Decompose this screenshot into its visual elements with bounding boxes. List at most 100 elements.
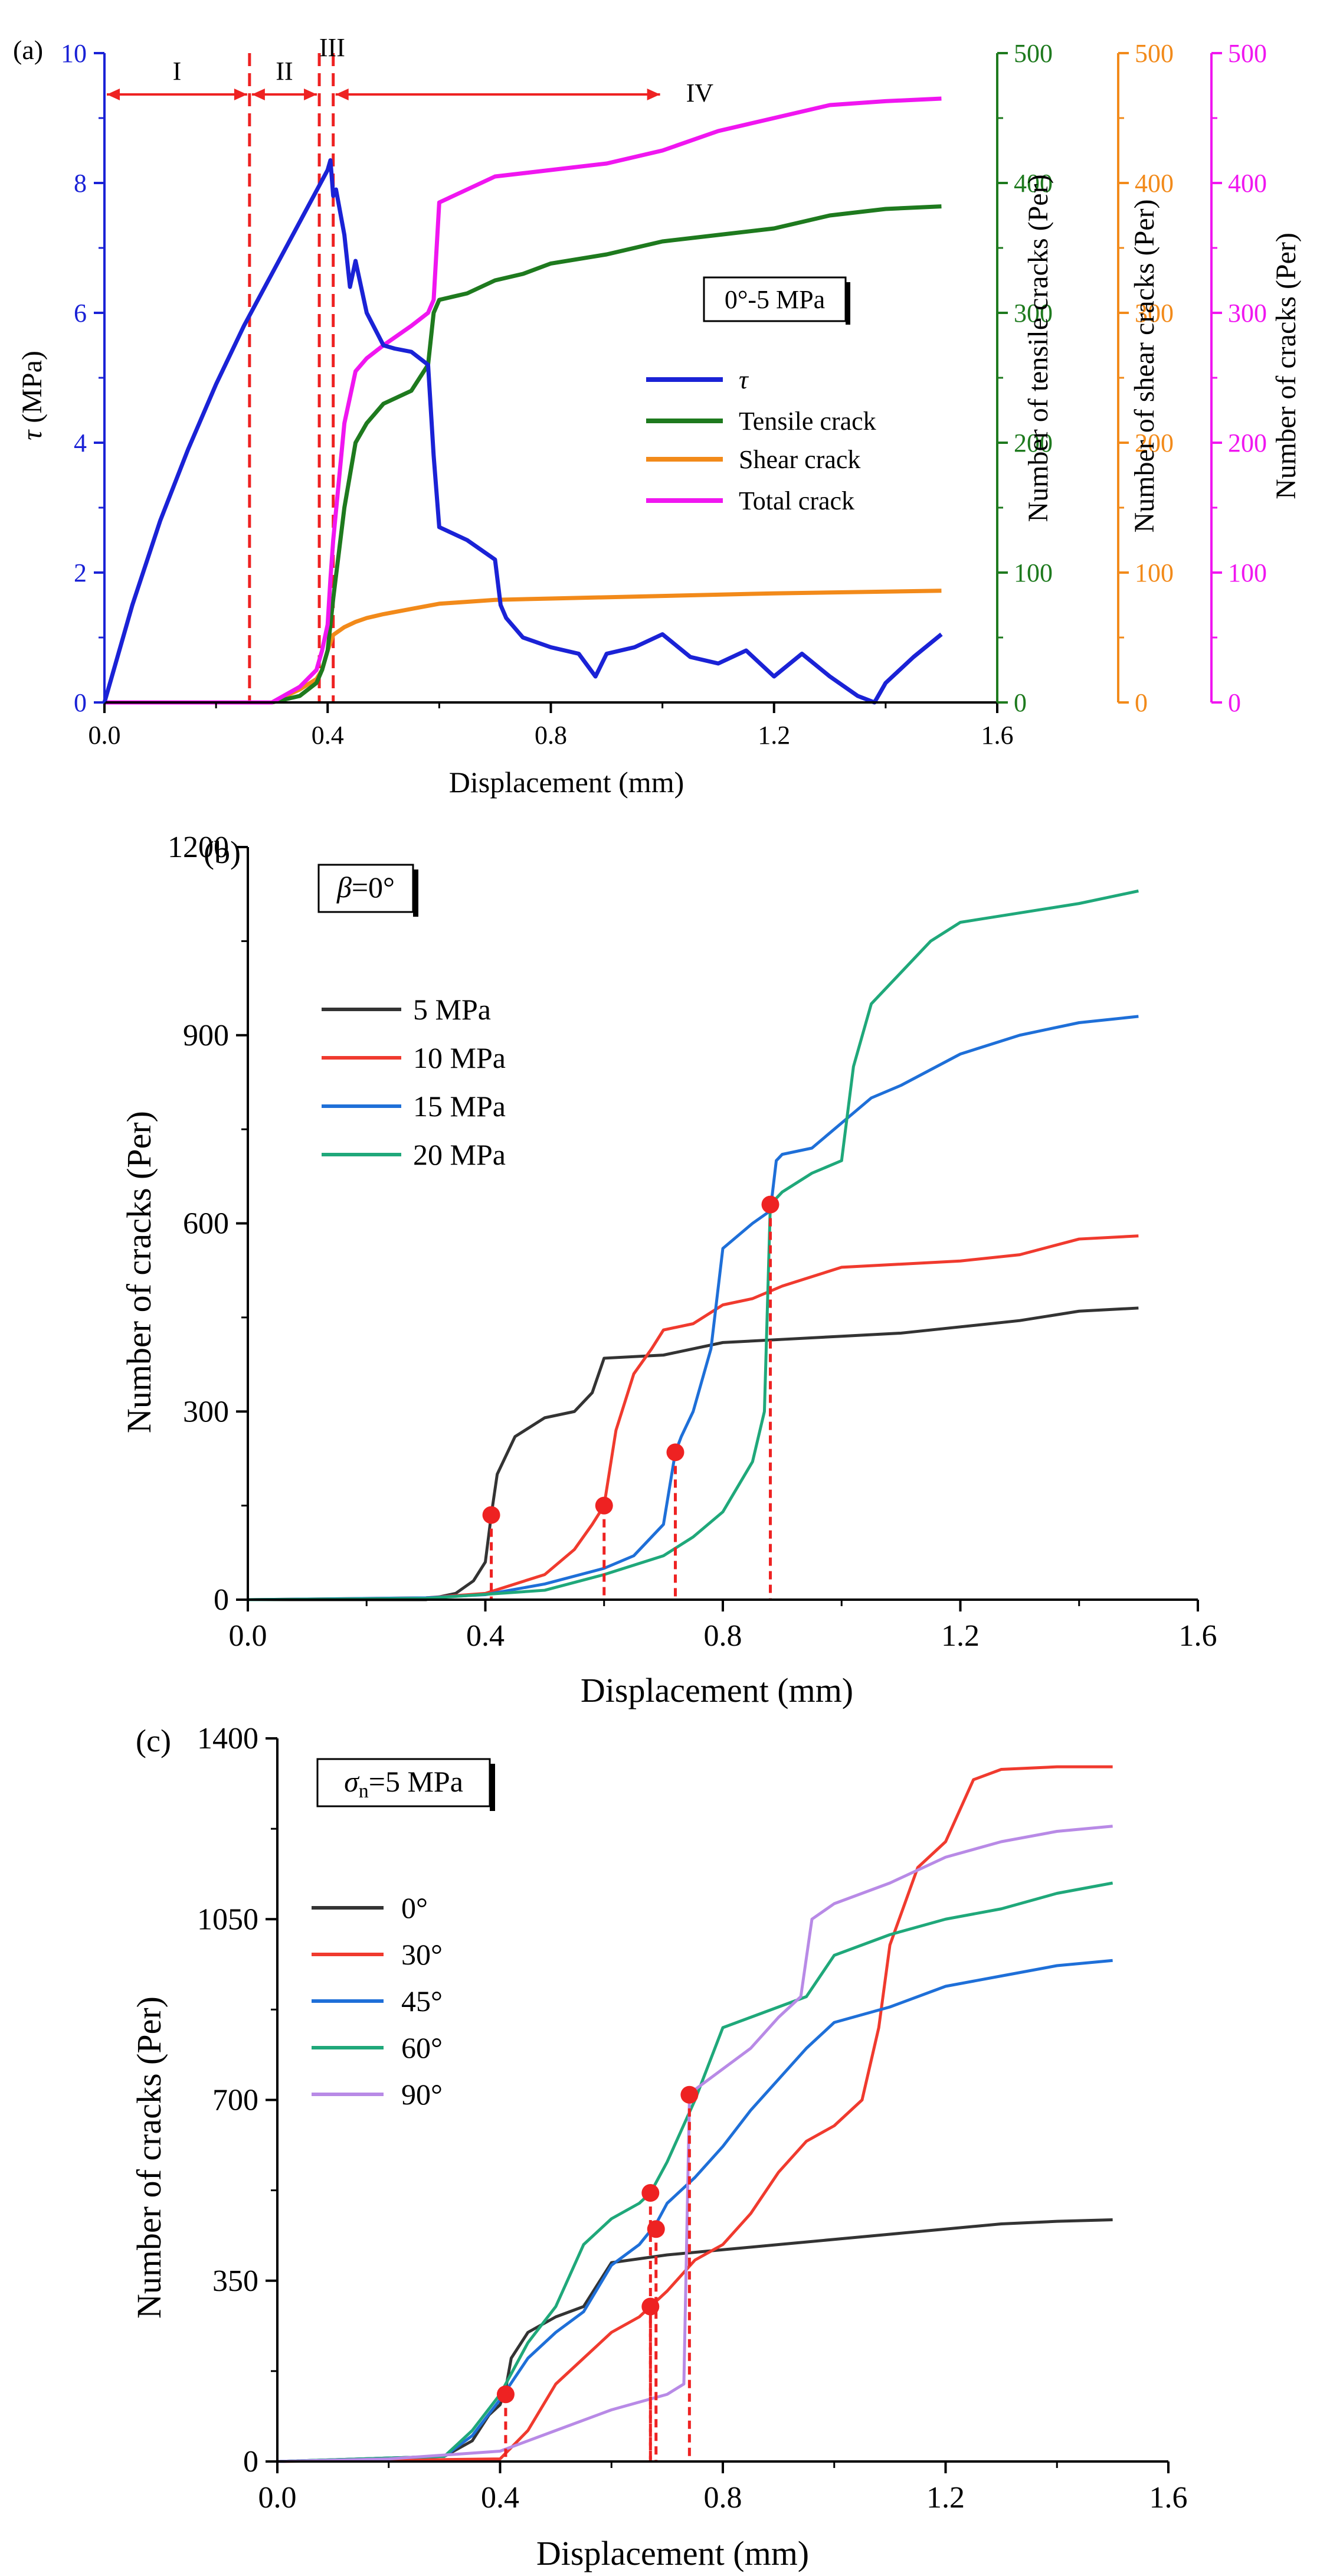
panel-c-annotation-text: σn=5 MPa (344, 1765, 463, 1802)
panel-c: (c) 0.0 0.4 0.8 1.2 1.6 0 350 700 1050 1400 Displ… (130, 1722, 1188, 2572)
panel-b-annotation-box (317, 864, 414, 913)
y-tick-label: 600 (183, 1207, 229, 1241)
panel-a-legend: τ Tensile crack Shear crack Total crack (646, 365, 876, 515)
panel-b-annotation-shadow (413, 869, 418, 917)
right-y-tick-label: 200 (1014, 429, 1053, 457)
y-tick-label: 300 (183, 1395, 229, 1428)
series-line-total-crack (104, 96, 942, 705)
legend-total-label: Total crack (739, 486, 854, 515)
right-y-tick-label: 500 (1228, 39, 1267, 68)
stage-arrowhead-right-3 (647, 89, 660, 100)
panel-b-x-axis-label: Displacement (mm) (581, 1671, 853, 1709)
left-y-tick-label: 0 (74, 688, 87, 717)
series-line-tau (102, 158, 943, 705)
stage-label-iv: IV (686, 79, 714, 107)
x-tick-label: 0.4 (466, 1619, 505, 1653)
series-line-shear-crack (104, 589, 942, 705)
series-line-20-mpa (247, 889, 1139, 1601)
x-tick-label: 0.0 (258, 2481, 297, 2515)
y-tick-label: 1200 (168, 831, 229, 864)
marker-point-90deg (680, 2085, 699, 2104)
right-y-tick-label: 0 (1014, 688, 1027, 717)
x-tick-label: 1.2 (941, 1619, 980, 1653)
legend-30deg-label: 30° (401, 1938, 443, 1971)
stage-label-i: I (173, 57, 182, 86)
series-line-tensile-crack (104, 204, 942, 705)
left-y-tick-label: 6 (74, 299, 87, 328)
right-y-tick-label: 200 (1228, 429, 1267, 457)
legend-20mpa-label: 20 MPa (413, 1138, 506, 1171)
stage-arrowhead-left-1 (107, 89, 120, 100)
panel-c-annotation-box (316, 1758, 491, 1807)
panel-c-x-axis-label: Displacement (mm) (536, 2534, 809, 2572)
stage-arrowhead-left-3 (335, 89, 349, 100)
y-tick-label: 900 (183, 1019, 229, 1052)
series-line-5-mpa (248, 1306, 1139, 1601)
legend-10mpa-label: 10 MPa (413, 1041, 506, 1074)
stage-arrowhead-right-1 (234, 89, 247, 100)
right-y-tick-label: 100 (1014, 558, 1053, 587)
x-tick-label: 1.2 (758, 721, 790, 750)
x-tick-label: 0.4 (481, 2481, 519, 2515)
panel-a-annotation-shadow (846, 282, 850, 325)
y-tick-label: 1050 (197, 1902, 258, 1936)
right-y-tick-label: 300 (1135, 299, 1174, 328)
panel-b-label: (b) (204, 835, 241, 870)
stage-arrowhead-right-2 (304, 89, 317, 100)
x-tick-label: 0.0 (89, 721, 121, 750)
panel-c-label: (c) (136, 1723, 171, 1758)
panel-a-x-axis-label: Displacement (mm) (449, 766, 684, 799)
x-tick-label: 0.8 (535, 721, 567, 750)
y-tick-label: 0 (214, 1583, 229, 1617)
x-tick-label: 1.2 (926, 2481, 965, 2515)
x-tick-label: 0.0 (229, 1619, 267, 1653)
marker-point-5-mpa (482, 1506, 500, 1524)
panel-a-shear-axis-label: Number of shear cracks (Per) (1129, 199, 1160, 532)
panel-c-plot-area (277, 1765, 1113, 2463)
legend-90deg-label: 90° (401, 2078, 443, 2111)
x-tick-label: 0.8 (704, 2481, 742, 2515)
marker-point-15-mpa (666, 1443, 684, 1462)
legend-tensile-label: Tensile crack (739, 407, 876, 436)
series-line-10-mpa (247, 1234, 1139, 1601)
panel-c-axes: 0.0 0.4 0.8 1.2 1.6 0 350 700 1050 1400 (197, 1722, 1188, 2515)
panel-b-axes: 0.0 0.4 0.8 1.2 1.6 0 300 600 900 1200 (168, 831, 1217, 1653)
right-y-tick-label: 300 (1014, 299, 1053, 328)
panel-b-plot-area (247, 889, 1139, 1601)
legend-60deg-label: 60° (401, 2031, 443, 2064)
legend-5mpa-label: 5 MPa (413, 993, 491, 1026)
panel-a-label: (a) (13, 35, 43, 65)
right-y-tick-label: 400 (1014, 169, 1053, 198)
right-y-tick-label: 400 (1135, 169, 1174, 198)
y-tick-label: 350 (212, 2264, 258, 2298)
panel-b-annotation-text: β=0° (336, 871, 395, 904)
x-tick-label: 0.4 (312, 721, 344, 750)
right-y-tick-label: 0 (1228, 688, 1241, 717)
panel-a-left-axis-label: τ (MPa) (17, 351, 48, 440)
x-tick-label: 0.8 (704, 1619, 742, 1653)
right-y-tick-label: 500 (1135, 39, 1174, 68)
legend-0deg-label: 0° (401, 1891, 428, 1924)
left-y-tick-label: 2 (74, 558, 87, 587)
stage-label-ii: II (276, 57, 293, 86)
series-line-15-mpa (247, 1015, 1139, 1601)
series-line-30deg (277, 1765, 1113, 2463)
left-y-tick-label: 10 (61, 39, 87, 68)
y-tick-label: 1400 (197, 1722, 258, 1756)
y-tick-label: 0 (243, 2445, 258, 2479)
legend-15mpa-label: 15 MPa (413, 1090, 506, 1123)
marker-point-10-mpa (595, 1496, 613, 1515)
panel-c-legend: 0° 30° 45° 60° 90° (312, 1891, 443, 2111)
right-y-tick-label: 100 (1228, 558, 1267, 587)
series-line-90deg (277, 1825, 1113, 2463)
x-tick-label: 1.6 (1149, 2481, 1188, 2515)
right-y-tick-label: 400 (1228, 169, 1267, 198)
right-y-tick-label: 300 (1228, 299, 1267, 328)
x-tick-label: 1.6 (981, 721, 1014, 750)
y-tick-label: 700 (212, 2084, 258, 2117)
right-y-tick-label: 100 (1135, 558, 1174, 587)
x-tick-label: 1.6 (1179, 1619, 1217, 1653)
